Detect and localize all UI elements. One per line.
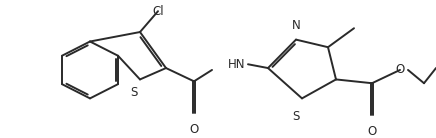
Text: S: S <box>292 110 300 123</box>
Text: N: N <box>292 19 300 32</box>
Text: HN: HN <box>228 58 245 71</box>
Text: O: O <box>189 123 199 136</box>
Text: O: O <box>395 63 405 76</box>
Text: O: O <box>368 125 377 138</box>
Text: S: S <box>130 86 138 99</box>
Text: Cl: Cl <box>152 6 164 18</box>
